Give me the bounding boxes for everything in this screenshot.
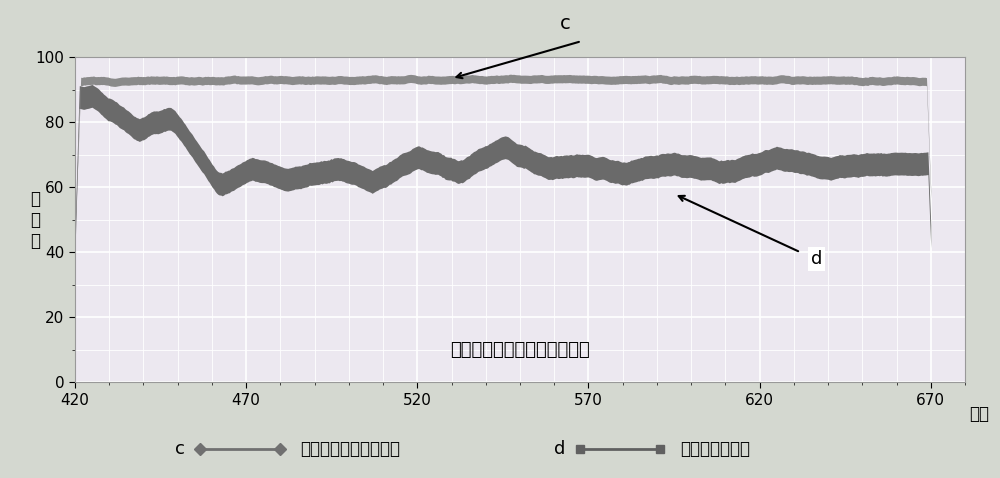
Text: 普通偏振分束器: 普通偏振分束器 [680,440,750,458]
Text: 本发明中的极化分光器: 本发明中的极化分光器 [300,440,400,458]
Text: 波长: 波长 [969,405,989,423]
Text: c: c [175,440,185,458]
Text: d: d [811,250,822,268]
Text: 极化分光器反射光路光学特性: 极化分光器反射光路光学特性 [450,341,590,359]
Y-axis label: 透
过
率: 透 过 率 [30,190,40,250]
Text: d: d [554,440,566,458]
Text: c: c [560,14,570,33]
